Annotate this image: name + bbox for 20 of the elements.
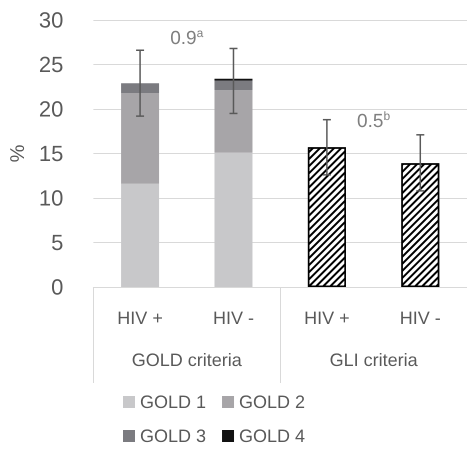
y-tick-label: 10 (38, 186, 64, 210)
annotation: 0.9$^{a}$ (170, 26, 204, 50)
y-tick-label: 15 (38, 141, 64, 166)
x-tick-label: HIV - (400, 308, 441, 328)
legend-label: GOLD 3 (140, 426, 206, 446)
x-tick-label: HIV - (212, 308, 254, 328)
x-tick-label: HIV + (304, 308, 350, 328)
y-tick-label: 0 (51, 274, 64, 300)
text: GOLD criteria (132, 350, 243, 370)
annotation: 0.5$^{b}$ (357, 109, 390, 134)
y-axis-title: % (7, 144, 29, 162)
y-tick-label: 20 (38, 96, 64, 122)
y-tick-label: 5 (51, 230, 64, 255)
legend-label: GOLD 1 (140, 392, 206, 412)
legend-label: GOLD 2 (239, 392, 306, 412)
y-tick-label: 25 (38, 52, 64, 77)
y-tick-label: 30 (38, 8, 64, 32)
x-tick-label: HIV + (117, 308, 163, 328)
legend-label: GOLD 4 (239, 426, 306, 446)
text: GLI criteria (330, 350, 419, 370)
